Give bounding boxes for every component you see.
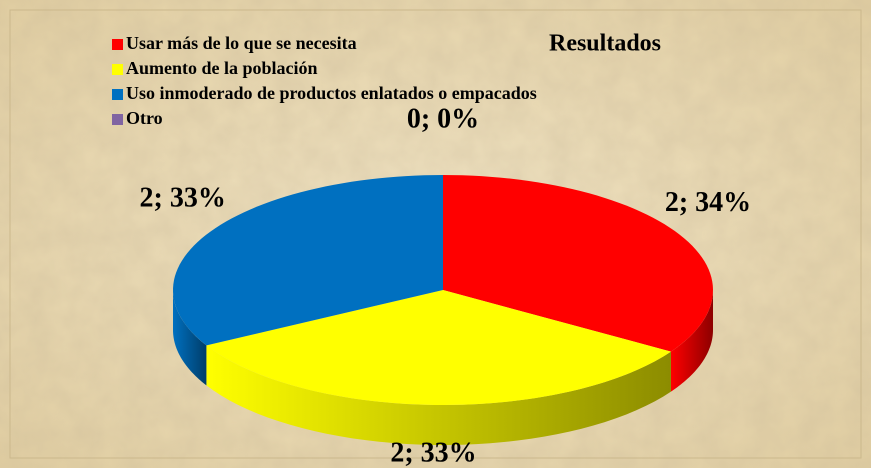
legend-label: Uso inmoderado de productos enlatados o … [126,83,537,103]
slice-side [206,345,671,445]
legend-label: Usar más de lo que se necesita [126,33,357,53]
legend-swatch [112,39,123,50]
plot-border [9,9,862,459]
slice [206,290,671,405]
slice [173,175,443,346]
slice-side [173,290,207,386]
legend-label: Aumento de la población [126,58,318,78]
slice-side [670,290,713,392]
legend-swatch [112,89,123,100]
data-label: 2; 33% [390,437,476,468]
data-label: 2; 33% [140,182,226,213]
legend-label: Otro [126,108,163,128]
slice [443,175,713,352]
chart-title: Resultados [549,31,661,57]
data-label: 0; 0% [407,103,479,134]
legend-swatch [112,64,123,75]
legend-swatch [112,114,123,125]
data-label: 2; 34% [665,187,751,218]
